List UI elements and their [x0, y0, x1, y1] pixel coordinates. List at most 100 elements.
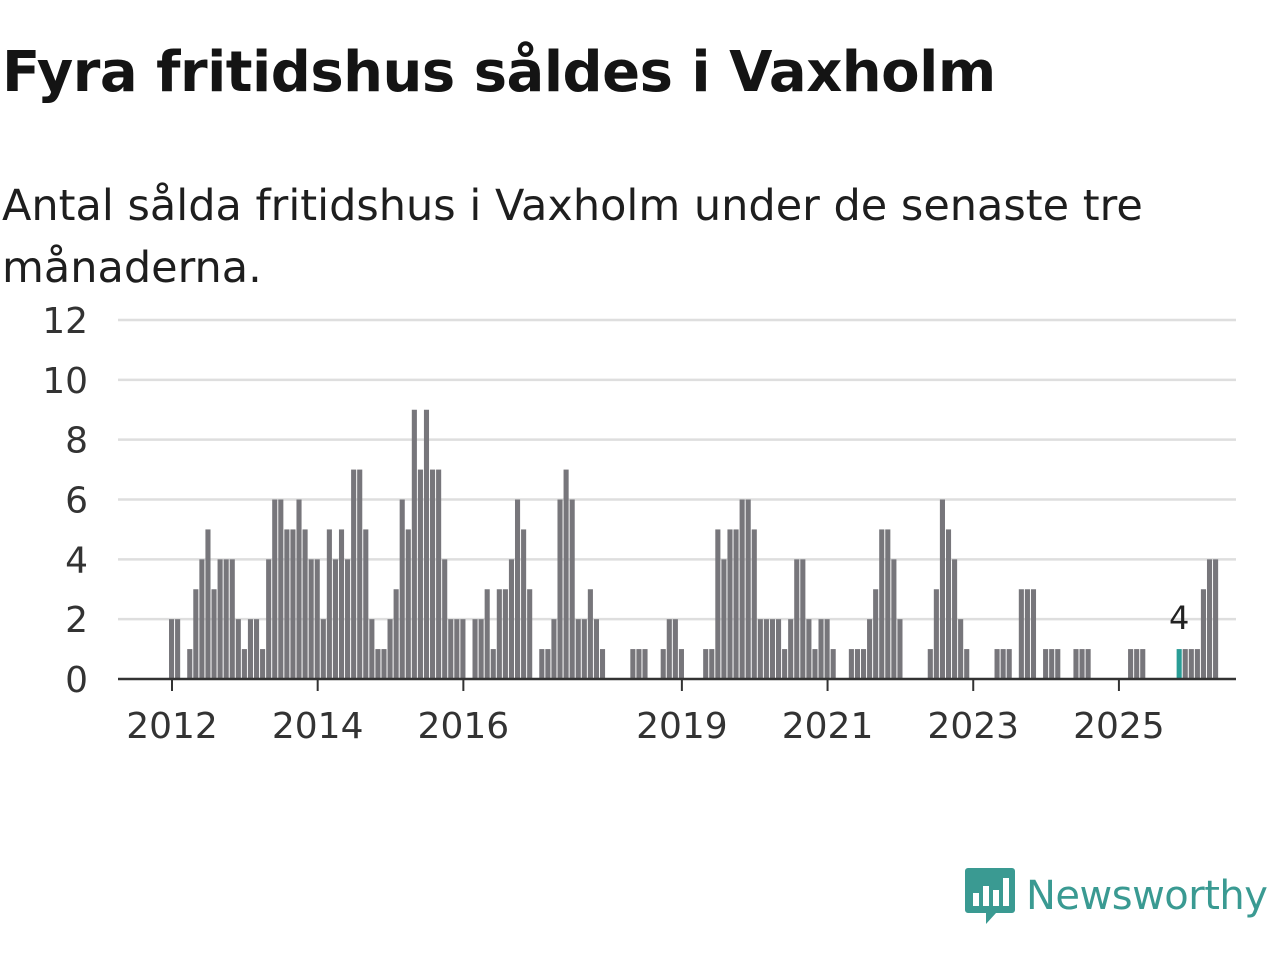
bar: [545, 649, 551, 679]
bar: [812, 649, 818, 679]
bar: [800, 559, 806, 679]
bar: [205, 529, 211, 679]
bar: [187, 649, 193, 679]
bar: [879, 529, 885, 679]
bar: [788, 619, 794, 679]
bar: [824, 619, 830, 679]
bar: [703, 649, 709, 679]
bar: [199, 559, 205, 679]
y-axis-labels: 0 2 4 6 8 10 12: [42, 301, 88, 701]
bar: [854, 649, 861, 679]
bar: [211, 589, 217, 679]
bars: [169, 409, 1219, 679]
bar: [806, 619, 812, 679]
bar: [1200, 589, 1206, 679]
bar: [575, 619, 581, 679]
bar: [897, 619, 903, 679]
bar: [642, 649, 648, 679]
y-tick-label: 8: [65, 421, 88, 462]
bar: [496, 589, 502, 679]
bar: [514, 499, 521, 679]
bar: [278, 499, 284, 679]
newsworthy-logo[interactable]: Newsworthy: [964, 866, 1268, 926]
bar: [1043, 649, 1049, 679]
bar: [733, 529, 739, 679]
annotations: 4: [1169, 599, 1189, 637]
x-tick-label: 2023: [927, 706, 1019, 747]
bar: [994, 649, 1000, 679]
bar: [1194, 649, 1200, 679]
bar: [375, 649, 381, 679]
bar: [539, 649, 545, 679]
bar: [763, 619, 769, 679]
bar: [490, 649, 496, 679]
x-tick-label: 2025: [1073, 706, 1165, 747]
bar: [314, 559, 320, 679]
bar: [454, 619, 460, 679]
bar: [193, 589, 199, 679]
y-tick-label: 4: [65, 540, 88, 581]
bar: [266, 559, 272, 679]
bar: [399, 499, 405, 679]
bar: [891, 559, 897, 679]
bar-highlight: [1176, 649, 1182, 679]
x-axis: [118, 677, 1236, 691]
bar: [569, 499, 575, 679]
bar: [873, 589, 879, 679]
bar: [1049, 649, 1055, 679]
bar: [563, 469, 569, 679]
bar: [860, 649, 867, 679]
bar: [393, 589, 399, 679]
y-tick-label: 12: [42, 301, 88, 342]
bar: [660, 649, 666, 679]
x-axis-labels: 2012 2014 2016 2019 2021 2023 2025: [126, 706, 1165, 747]
bar: [326, 529, 332, 679]
bar: [332, 559, 338, 679]
bar: [405, 529, 411, 679]
bar: [818, 619, 824, 679]
bar: [423, 409, 430, 679]
bar: [302, 529, 308, 679]
bar: [672, 619, 678, 679]
bar: [794, 559, 800, 679]
bar: [369, 619, 375, 679]
y-tick-label: 6: [65, 481, 88, 522]
bar: [964, 649, 970, 679]
bar: [223, 559, 229, 679]
bar: [782, 649, 788, 679]
bar: [217, 559, 223, 679]
bar: [1140, 649, 1146, 679]
bar: [727, 529, 733, 679]
bar: [260, 649, 266, 679]
highlight-value-label: 4: [1169, 599, 1189, 637]
bar: [557, 499, 563, 679]
bar: [757, 619, 763, 679]
bar: [478, 619, 484, 679]
bar: [581, 619, 587, 679]
y-tick-label: 10: [42, 361, 88, 402]
bar: [666, 619, 672, 679]
bar: [1073, 649, 1079, 679]
bar: [460, 619, 466, 679]
bar: [417, 469, 423, 679]
bar: [253, 619, 260, 679]
bar: [709, 649, 715, 679]
bar: [776, 619, 782, 679]
bar: [175, 619, 181, 679]
bar: [1128, 649, 1134, 679]
bar: [848, 649, 854, 679]
bar: [502, 589, 508, 679]
bar: [1213, 559, 1219, 679]
bar: [296, 499, 302, 679]
bar: [593, 619, 599, 679]
bar: [442, 559, 448, 679]
x-tick-label: 2021: [782, 706, 874, 747]
bar: [411, 409, 417, 679]
x-tick-label: 2014: [272, 706, 364, 747]
bar-chart: 0 2 4 6 8 10 12 2012 2014 2016 2019 2021 2023 2025 4: [42, 301, 1236, 747]
bar: [235, 619, 241, 679]
newsworthy-logo-icon: [965, 868, 1015, 924]
bar: [885, 529, 891, 679]
newsworthy-logo-text: Newsworthy: [1026, 873, 1268, 919]
bar: [933, 589, 939, 679]
